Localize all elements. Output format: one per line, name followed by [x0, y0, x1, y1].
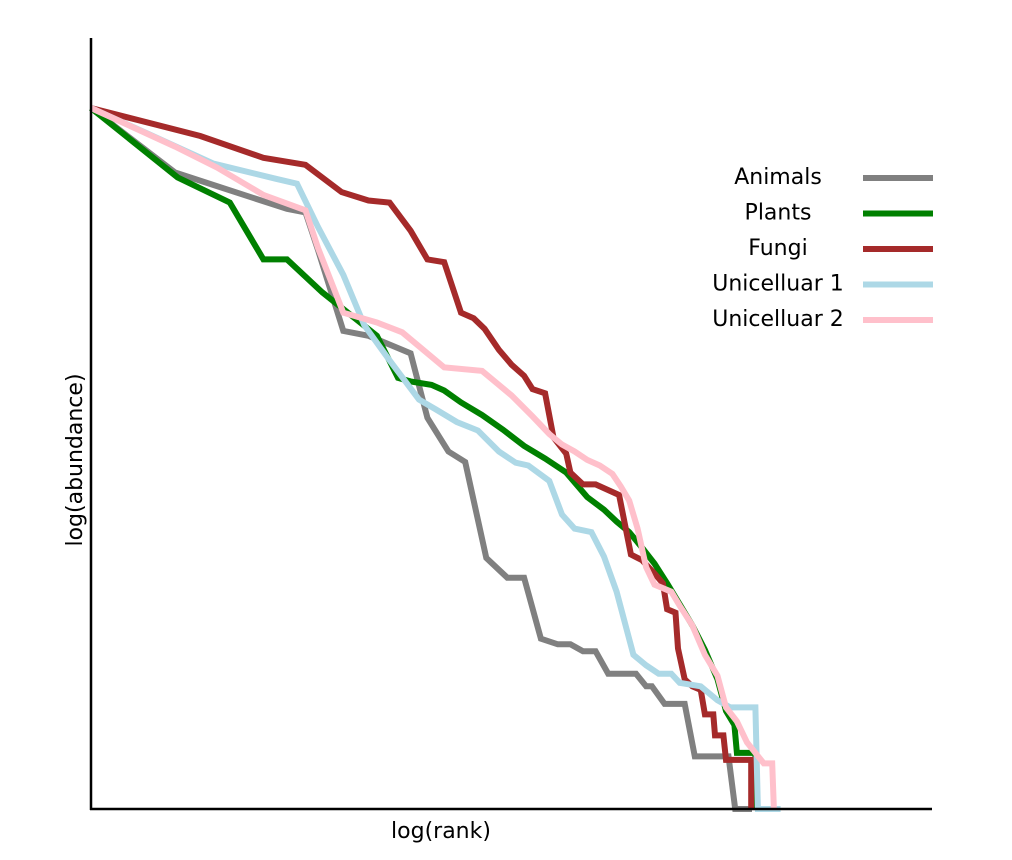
- series-line-animals: [89, 105, 752, 812]
- legend-label-plants: Plants: [745, 201, 812, 226]
- series-line-plants: [89, 105, 759, 809]
- legend-label-unicelluar-1: Unicelluar 1: [712, 272, 843, 297]
- x-axis-label: log(rank): [391, 819, 491, 844]
- y-axis-label: log(abundance): [63, 373, 88, 546]
- series-line-fungi: [90, 105, 755, 809]
- legend-label-animals: Animals: [734, 165, 822, 190]
- legend-label-fungi: Fungi: [748, 236, 807, 261]
- series-line-unicelluar-2: [89, 105, 777, 810]
- legend: Animals Plants Fungi Unicelluar 1 Unicelluar…: [712, 165, 933, 332]
- series-layer: [89, 105, 781, 812]
- series-line-unicelluar-1: [89, 105, 781, 812]
- legend-label-unicelluar-2: Unicelluar 2: [712, 307, 843, 332]
